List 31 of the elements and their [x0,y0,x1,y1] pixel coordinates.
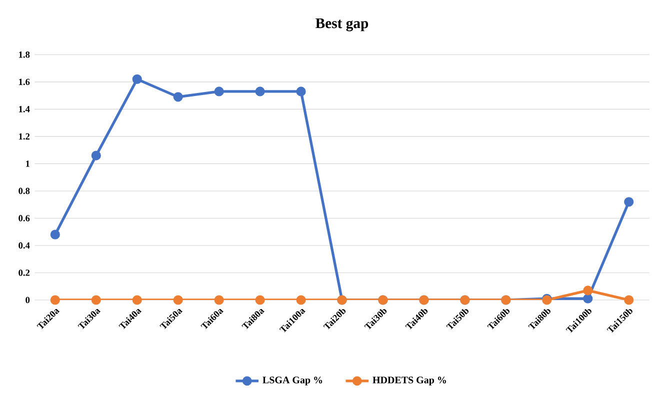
point [624,295,634,305]
y-tick-label: 0.4 [18,242,30,249]
point [296,86,306,96]
point [296,295,306,305]
legend-label: LSGA Gap % [262,376,322,386]
point [91,295,101,305]
y-tick-label: 1.6 [19,78,30,86]
y-tick-label: 0.8 [18,188,30,194]
point [173,92,183,102]
y-tick-label: 1.4 [19,106,30,112]
chart-title: Best gap [316,18,368,32]
legend-label: HDDETS Gap % [372,376,446,386]
y-tick-label: 1.8 [19,51,30,58]
point [583,286,593,296]
point [132,74,142,84]
y-tick-label: 0.6 [18,215,30,222]
point [91,150,101,160]
point [173,295,183,305]
point [50,230,60,240]
point [50,295,60,305]
point [132,295,142,305]
y-tick-label: 1.2 [19,133,30,140]
point [214,295,224,305]
point [255,86,265,96]
point [583,294,593,304]
point [624,197,634,207]
y-tick-label: 1 [26,160,30,167]
point [255,295,265,305]
point [214,86,224,96]
y-tick-label: 0.2 [18,270,30,276]
y-tick-label: 0 [26,296,30,304]
